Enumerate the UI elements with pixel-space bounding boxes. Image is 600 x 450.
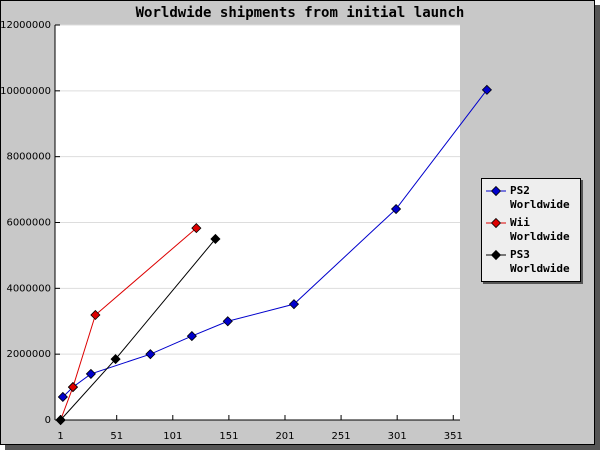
y-tick-label: 0: [45, 415, 51, 426]
legend-label: PS2 Worldwide: [510, 184, 570, 211]
data-point: [110, 354, 121, 365]
legend-item: Wii Worldwide: [482, 214, 580, 246]
x-tick-label: 351: [444, 431, 463, 442]
data-point: [191, 223, 202, 234]
y-tick-label: 8000000: [6, 152, 51, 163]
x-tick-label: 1: [57, 431, 63, 442]
x-tick-label: 151: [219, 431, 238, 442]
data-point: [390, 203, 402, 215]
y-tick-label: 6000000: [6, 218, 51, 229]
y-tick-label: 12000000: [0, 20, 51, 31]
legend-symbol: [490, 185, 502, 197]
legend-marker: [486, 249, 506, 261]
data-point: [57, 391, 68, 403]
data-point: [85, 368, 96, 379]
x-tick-label: 101: [163, 431, 182, 442]
data-point: [288, 299, 300, 310]
legend-label: Wii Worldwide: [510, 216, 570, 243]
data-point: [67, 382, 79, 393]
chart-title: Worldwide shipments from initial launch: [136, 5, 465, 21]
legend-label: PS3 Worldwide: [510, 248, 570, 275]
data-point: [222, 316, 233, 327]
shadow: [595, 5, 600, 450]
series-line: [60, 227, 197, 421]
legend-item: PS2 Worldwide: [482, 182, 580, 214]
data-point: [145, 349, 156, 360]
data-point: [481, 84, 492, 95]
data-point: [90, 309, 101, 321]
legend-symbol: [490, 217, 502, 229]
x-tick-label: 51: [110, 431, 123, 442]
y-tick-label: 10000000: [0, 86, 51, 97]
shadow: [5, 445, 600, 450]
x-tick-label: 301: [388, 431, 407, 442]
data-point: [210, 233, 221, 245]
data-point: [55, 414, 66, 426]
legend-item: PS3 Worldwide: [482, 246, 580, 278]
x-tick-label: 251: [332, 431, 351, 442]
legend-marker: [486, 185, 506, 197]
legend-marker: [486, 217, 506, 229]
data-point: [186, 330, 197, 342]
legend-symbol: [490, 249, 502, 261]
y-tick-label: 4000000: [6, 283, 51, 294]
legend: PS2 Worldwide Wii Worldwide PS3 Worldwide: [481, 178, 581, 282]
y-tick-label: 2000000: [6, 349, 51, 360]
x-tick-label: 201: [275, 431, 294, 442]
